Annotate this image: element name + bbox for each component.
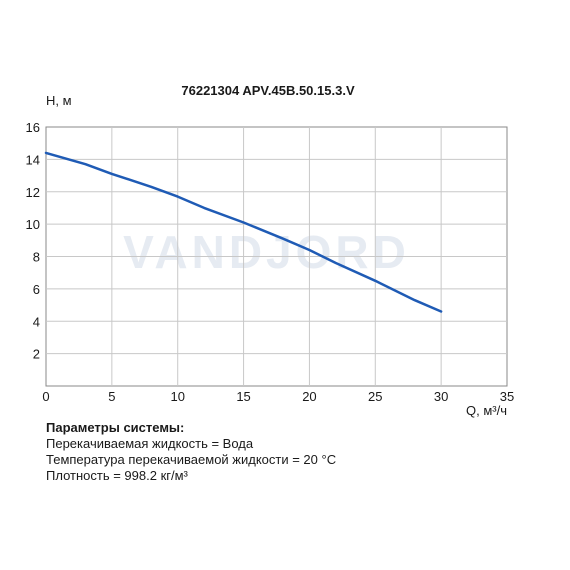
system-parameters: Параметры системы: Перекачиваемая жидкос… xyxy=(46,420,336,484)
y-tick-label: 4 xyxy=(33,314,40,329)
y-tick-label: 6 xyxy=(33,282,40,297)
y-tick-label: 8 xyxy=(33,250,40,265)
y-tick-label: 14 xyxy=(26,152,40,167)
y-tick-label: 16 xyxy=(26,120,40,135)
x-tick-label: 5 xyxy=(108,389,115,404)
series-line xyxy=(44,151,443,313)
y-tick-label: 12 xyxy=(26,185,40,200)
parameters-header: Параметры системы: xyxy=(46,420,185,435)
y-tick-label: 10 xyxy=(26,217,40,232)
parameter-line-density: Плотность = 998.2 кг/м³ xyxy=(46,468,188,483)
x-axis-label: Q, м³/ч xyxy=(466,403,507,418)
x-tick-label: 30 xyxy=(434,389,448,404)
y-axis-label: H, м xyxy=(46,93,72,108)
x-tick-label: 0 xyxy=(42,389,49,404)
x-tick-label: 15 xyxy=(236,389,250,404)
x-tick-label: 10 xyxy=(170,389,184,404)
x-tick-label: 25 xyxy=(368,389,382,404)
chart-title: 76221304 APV.45B.50.15.3.V xyxy=(181,83,355,98)
parameter-line-fluid: Перекачиваемая жидкость = Вода xyxy=(46,436,254,451)
y-tick-label: 2 xyxy=(33,347,40,362)
parameter-line-temperature: Температура перекачиваемой жидкости = 20… xyxy=(46,452,337,467)
x-tick-label: 20 xyxy=(302,389,316,404)
x-tick-label: 35 xyxy=(500,389,514,404)
watermark-logo: VANDJORD xyxy=(123,226,410,278)
